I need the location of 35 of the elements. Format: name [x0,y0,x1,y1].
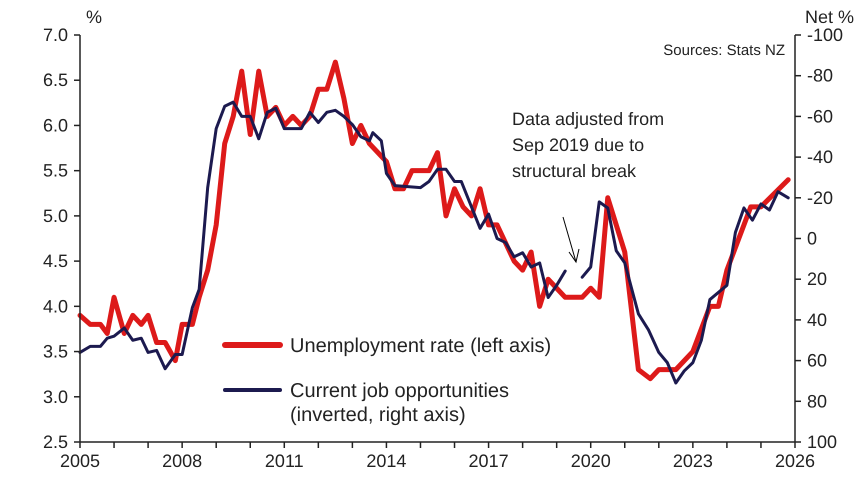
annotation: Sources: Stats NZ [663,42,785,59]
x-tick-label: 2026 [774,451,816,471]
x-tick-label: 2011 [264,451,304,471]
y2-tick-label: 0 [807,228,818,248]
y-tick-label: 4.5 [42,251,68,272]
y-tick-label: 6.0 [42,115,68,136]
y-tick-label: 3.5 [42,342,68,362]
y-axis-title: % [86,7,102,27]
x-tick-label: 2008 [162,451,202,471]
y2-tick-label: 20 [807,269,828,290]
annotation: Data adjusted from Sep 2019 due to structural break [512,109,664,181]
y2-tick-label: -100 [807,25,844,45]
y2-tick-label: 100 [807,432,838,452]
x-tick-label: 2014 [366,451,406,471]
x-tick-label: 2017 [468,451,509,471]
y-tick-label: 3.0 [42,386,68,407]
y-tick-label: 5.0 [42,206,68,226]
x-tick-label: 2005 [60,451,100,471]
legend-label: Unemployment rate (left axis) [290,335,552,357]
y-tick-label: 5.5 [42,160,68,181]
x-tick-label: 2020 [570,451,611,471]
x-tick-label: 2023 [672,451,713,471]
y-tick-label: 4.0 [42,296,68,316]
y-tick-label: 2.5 [42,432,68,452]
y2-tick-label: -40 [807,147,834,168]
y2-axis-title: Net % [804,7,854,27]
y2-tick-label: -80 [807,66,834,86]
y2-tick-label: -60 [807,106,834,126]
y2-tick-label: 60 [807,350,828,371]
y2-tick-label: 80 [807,391,828,412]
y2-tick-label: -20 [807,188,834,208]
y2-tick-label: 40 [807,310,828,330]
y-tick-label: 6.5 [42,70,68,90]
legend-label: Current job opportunities (inverted, right axis) [290,380,510,426]
y-tick-label: 7.0 [42,25,68,45]
